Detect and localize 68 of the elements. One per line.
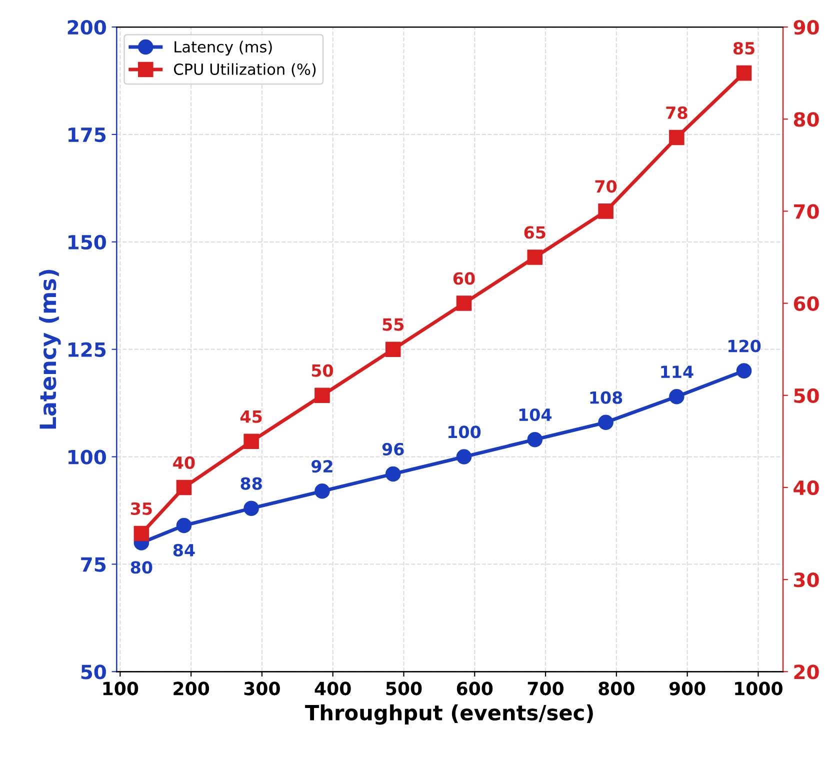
point	[244, 434, 259, 450]
y2-tick-label: 20	[794, 664, 819, 680]
point	[527, 432, 543, 448]
data-label: 85	[733, 42, 754, 55]
point	[736, 363, 752, 378]
point	[176, 480, 192, 496]
point	[244, 500, 259, 516]
y-tick-label: 150	[68, 234, 106, 250]
x-tick-label: 800	[598, 682, 634, 696]
data-label: 65	[524, 226, 546, 239]
y-tick-label: 100	[68, 450, 106, 464]
y2-tick-label: 30	[794, 572, 819, 588]
point	[314, 388, 330, 404]
legend-label: CPU Utilization (%)	[174, 63, 316, 77]
data-label: 114	[661, 366, 694, 378]
point	[598, 414, 614, 430]
data-label: 40	[173, 456, 195, 469]
x-tick-label: 1000	[735, 682, 782, 696]
y2-tick-label: 90	[794, 20, 819, 35]
data-label: 100	[448, 426, 481, 438]
x-tick-label: 500	[386, 682, 422, 696]
y2-tick-label: 70	[794, 204, 819, 219]
y2-tick-label: 80	[794, 112, 819, 127]
point	[736, 65, 752, 81]
x-tick-label: 700	[528, 682, 564, 696]
data-label: 45	[240, 410, 262, 423]
data-label: 120	[728, 340, 761, 352]
point	[527, 250, 543, 265]
x-tick-label: 400	[314, 682, 351, 696]
x-tick-label: 900	[669, 682, 706, 696]
point	[456, 449, 472, 464]
x-axis-title: Throughput (events/sec)	[305, 704, 593, 725]
data-label: 60	[453, 272, 475, 285]
y-axis-title: Latency (ms)	[39, 270, 61, 429]
data-label: 35	[130, 502, 152, 515]
point	[385, 342, 401, 357]
y-tick-label: 75	[81, 557, 106, 572]
data-label: 70	[595, 180, 617, 193]
data-label: 104	[519, 408, 552, 422]
y-tick-label: 175	[68, 128, 106, 142]
point	[669, 388, 684, 404]
data-label: 96	[382, 442, 404, 456]
point	[669, 130, 684, 146]
y2-tick-label: 50	[794, 388, 819, 404]
data-label: 88	[240, 477, 262, 490]
legend-label: Latency (ms)	[174, 40, 272, 56]
y2-tick-label: 40	[794, 480, 819, 496]
point	[176, 518, 192, 534]
y-tick-label: 50	[81, 664, 106, 680]
x-tick-label: 600	[456, 682, 493, 696]
data-label: 108	[590, 391, 622, 404]
y-tick-label: 125	[68, 342, 106, 357]
point	[385, 466, 401, 482]
data-label: 92	[311, 460, 332, 473]
point	[598, 204, 614, 219]
point	[314, 484, 330, 499]
x-tick-label: 200	[174, 682, 210, 696]
data-label: 50	[312, 364, 334, 377]
point	[134, 526, 150, 542]
data-label: 84	[173, 544, 195, 556]
point	[456, 296, 472, 311]
data-label: 55	[382, 318, 404, 331]
x-tick-label: 300	[244, 682, 280, 696]
x-tick-label: 100	[103, 682, 138, 696]
y2-tick-label: 60	[794, 296, 819, 311]
data-label: 80	[130, 561, 152, 574]
data-label: 78	[666, 106, 688, 120]
y-tick-label: 200	[68, 20, 106, 35]
